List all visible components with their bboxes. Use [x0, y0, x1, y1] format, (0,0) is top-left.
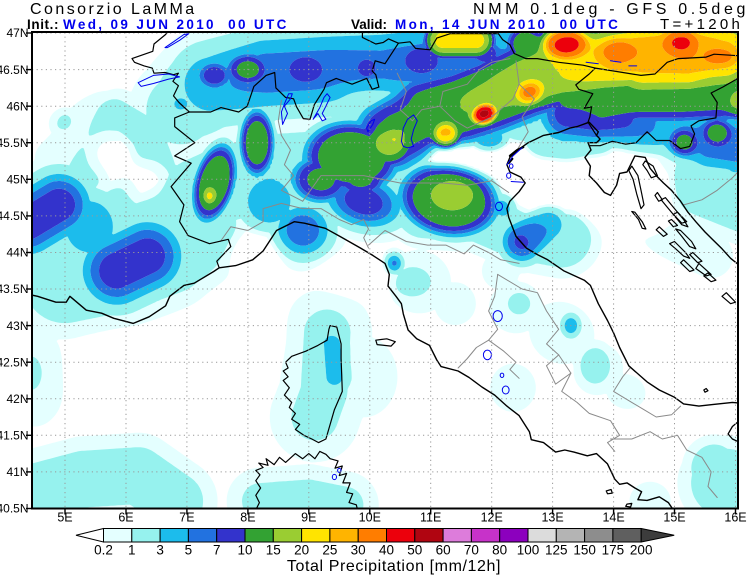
- svg-text:11E: 11E: [420, 511, 441, 525]
- svg-text:9E: 9E: [301, 511, 316, 525]
- svg-text:45.5N: 45.5N: [0, 136, 29, 150]
- svg-text:43N: 43N: [6, 319, 28, 333]
- svg-text:80: 80: [492, 543, 507, 558]
- svg-text:42.5N: 42.5N: [0, 355, 29, 369]
- svg-text:7: 7: [213, 543, 221, 558]
- svg-text:14E: 14E: [602, 511, 624, 525]
- svg-text:46N: 46N: [6, 99, 28, 113]
- svg-text:41.5N: 41.5N: [0, 429, 29, 443]
- svg-text:8E: 8E: [240, 511, 255, 525]
- svg-text:5: 5: [185, 543, 193, 558]
- svg-text:15: 15: [266, 543, 281, 558]
- svg-text:60: 60: [436, 543, 451, 558]
- svg-text:47N: 47N: [6, 26, 28, 40]
- svg-text:200: 200: [630, 543, 653, 558]
- svg-text:40: 40: [379, 543, 394, 558]
- svg-text:16E: 16E: [724, 511, 746, 525]
- svg-text:70: 70: [464, 543, 479, 558]
- svg-text:5E: 5E: [57, 511, 72, 525]
- svg-text:10E: 10E: [359, 511, 381, 525]
- svg-text:12E: 12E: [481, 511, 503, 525]
- svg-text:46.5N: 46.5N: [0, 63, 29, 77]
- svg-text:44N: 44N: [6, 246, 28, 260]
- svg-text:50: 50: [407, 543, 422, 558]
- svg-text:41N: 41N: [6, 465, 28, 479]
- svg-text:0.2: 0.2: [94, 543, 113, 558]
- svg-text:25: 25: [322, 543, 337, 558]
- svg-text:100: 100: [517, 543, 540, 558]
- svg-text:1: 1: [128, 543, 136, 558]
- svg-text:42N: 42N: [6, 392, 28, 406]
- svg-text:43.5N: 43.5N: [0, 282, 29, 296]
- svg-text:44.5N: 44.5N: [0, 209, 29, 223]
- svg-text:175: 175: [602, 543, 625, 558]
- svg-text:150: 150: [573, 543, 596, 558]
- svg-text:10: 10: [237, 543, 252, 558]
- svg-text:13E: 13E: [541, 511, 563, 525]
- svg-text:3: 3: [156, 543, 164, 558]
- svg-text:45N: 45N: [6, 173, 28, 187]
- svg-text:20: 20: [294, 543, 309, 558]
- svg-text:125: 125: [545, 543, 568, 558]
- svg-text:7E: 7E: [179, 511, 194, 525]
- svg-text:15E: 15E: [663, 511, 685, 525]
- svg-text:40.5N: 40.5N: [0, 502, 29, 516]
- svg-text:30: 30: [351, 543, 366, 558]
- svg-text:Total Precipitation [mm/12h]: Total Precipitation [mm/12h]: [287, 558, 501, 575]
- svg-text:6E: 6E: [118, 511, 133, 525]
